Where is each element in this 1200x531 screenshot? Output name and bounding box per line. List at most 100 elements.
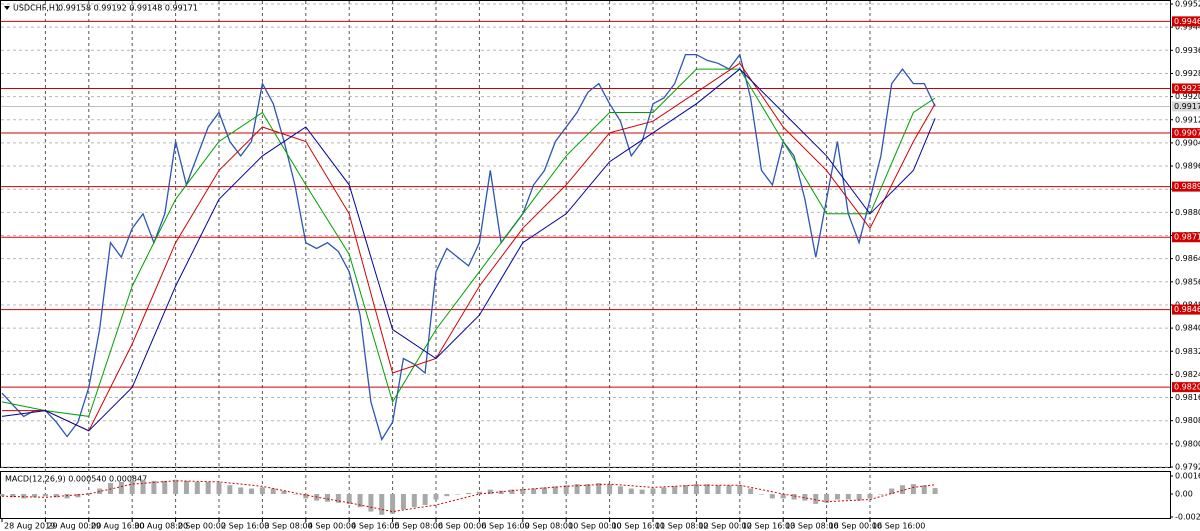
macd-bar: [650, 488, 656, 495]
macd-bar: [0, 494, 5, 497]
y-tick-label: 0.98165: [1175, 393, 1200, 402]
y-tick-label: 0.99525: [1175, 0, 1200, 9]
macd-bar: [379, 494, 385, 515]
macd-bar: [552, 486, 558, 495]
macd-bar: [487, 489, 493, 495]
y-tick-label: 0.99125: [1175, 115, 1200, 124]
macd-bar: [845, 494, 851, 500]
macd-bar: [498, 490, 504, 495]
macd-bar: [672, 486, 678, 495]
symbol: USDCHF,H1: [13, 4, 60, 13]
macd-bar: [910, 484, 916, 495]
macd-bar: [216, 483, 222, 495]
x-tick-label: 9 Sep 08:00: [525, 522, 573, 531]
level-label-box: [1172, 181, 1200, 192]
macd-bar: [737, 485, 743, 495]
macd-bar: [118, 481, 124, 495]
x-tick-label: 4 Sep 16:00: [351, 522, 399, 531]
level-label: 0.99079: [1174, 129, 1200, 138]
macd-bar: [455, 494, 461, 495]
x-tick-label: 29 Aug 00:00: [47, 522, 101, 531]
moving-average: [1, 68, 936, 417]
x-tick-label: 16 Sep 00:00: [829, 522, 882, 531]
macd-bar: [563, 485, 569, 495]
macd-bar: [476, 491, 482, 495]
price-line: [1, 53, 936, 442]
macd-bar: [53, 494, 59, 498]
level-label-box: [1172, 382, 1200, 393]
x-tick-label: 12 Sep 00:00: [698, 522, 751, 531]
y-tick-label: 0.98005: [1175, 439, 1200, 448]
macd-bar: [715, 485, 721, 495]
level-label: 0.98894: [1174, 182, 1200, 191]
macd-bar: [32, 494, 38, 498]
macd-bar: [596, 483, 602, 495]
macd-bar: [173, 479, 179, 495]
y-tick-label: 0.98325: [1175, 347, 1200, 356]
macd-bar: [42, 494, 48, 497]
macd-bar: [542, 487, 547, 495]
x-tick-label: 16 Sep 16:00: [872, 522, 925, 531]
macd-tick-label: 0.001642: [1175, 472, 1200, 481]
macd-bar: [726, 485, 732, 495]
y-tick-label: 0.98405: [1175, 324, 1200, 333]
macd-bar: [238, 487, 244, 495]
macd-bar: [21, 494, 27, 499]
level-label-box: [1172, 83, 1200, 94]
macd-bar: [422, 494, 428, 505]
macd-bar: [759, 494, 764, 495]
level-label: 0.99465: [1174, 17, 1200, 26]
macd-bar: [628, 488, 634, 495]
macd-bar: [10, 494, 16, 498]
macd-bar: [683, 485, 689, 495]
level-label-box: [1172, 128, 1200, 139]
macd-bar: [259, 487, 265, 495]
x-tick-label: 10 Sep 00:00: [568, 522, 621, 531]
macd-bar: [617, 486, 623, 495]
y-tick-label: 0.98565: [1175, 277, 1200, 286]
macd-bar: [108, 483, 113, 495]
y-tick-label: 0.99205: [1175, 92, 1200, 101]
y-tick-label: 0.97925: [1175, 463, 1200, 472]
macd-bar: [693, 484, 699, 495]
x-tick-label: 30 Aug 08:00: [134, 522, 188, 531]
macd-bar: [368, 494, 374, 512]
current-price-label: 0.99171: [1174, 102, 1200, 111]
macd-bar: [867, 494, 873, 499]
macd-bar: [281, 490, 287, 495]
macd-bar: [205, 481, 211, 495]
level-label: 0.98469: [1174, 305, 1200, 314]
x-tick-label: 29 Aug 16:00: [91, 522, 145, 531]
macd-bar: [509, 489, 515, 495]
macd-tick-label: 0.00: [1175, 490, 1193, 499]
level-label-box: [1172, 16, 1200, 27]
moving-average: [1, 68, 936, 432]
price-pane: [0, 0, 1171, 468]
macd-bar: [780, 494, 786, 499]
macd-bar: [769, 494, 775, 499]
menu-arrow[interactable]: [4, 6, 10, 10]
y-tick-label: 0.98965: [1175, 162, 1200, 171]
y-tick-label: 0.99445: [1175, 23, 1200, 32]
macd-bar: [129, 480, 135, 495]
x-tick-label: 2 Sep 16:00: [221, 522, 269, 531]
y-tick-label: 0.99365: [1175, 46, 1200, 55]
macd-bar: [227, 485, 233, 495]
macd-bar: [97, 488, 103, 495]
macd-bar: [411, 494, 417, 508]
macd-bar: [900, 485, 906, 495]
macd-signal: [1, 480, 936, 513]
macd-bar: [400, 494, 406, 510]
y-tick-label: 0.98245: [1175, 370, 1200, 379]
y-tick-label: 0.98085: [1175, 416, 1200, 425]
macd-bar: [834, 494, 840, 500]
macd-bar: [292, 494, 298, 495]
level-label: 0.99233: [1174, 84, 1200, 93]
macd-bar: [607, 484, 613, 495]
x-tick-label: 13 Sep 08:00: [785, 522, 838, 531]
macd-bar: [704, 484, 710, 495]
x-tick-label: 2 Sep 00:00: [178, 522, 226, 531]
current-price-box: [1172, 101, 1200, 112]
macd-bar: [813, 494, 819, 504]
